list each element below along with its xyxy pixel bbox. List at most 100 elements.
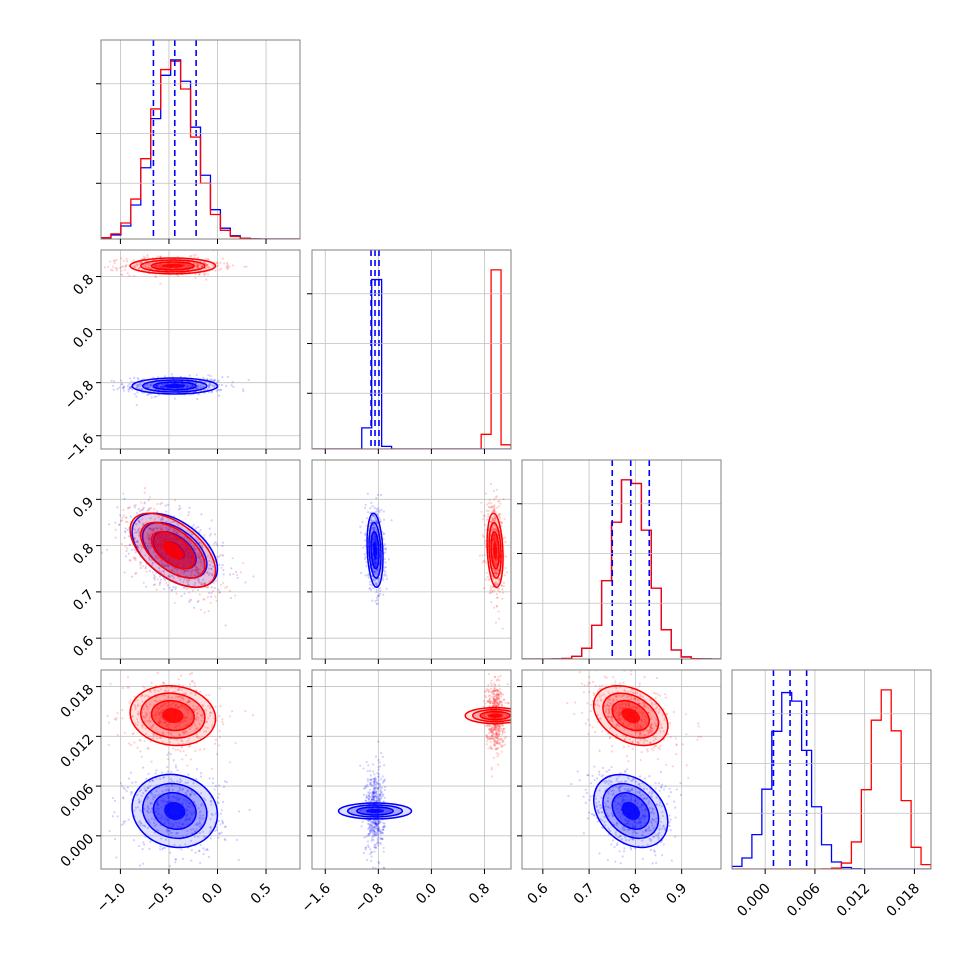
scatter-point — [209, 799, 212, 803]
scatter-point — [147, 542, 151, 545]
scatter-point — [374, 832, 377, 835]
scatter-point — [169, 851, 172, 854]
scatter-point — [181, 731, 184, 734]
scatter-point — [163, 579, 167, 582]
scatter-point — [184, 791, 187, 794]
scatter-point — [130, 793, 133, 796]
scatter-point — [381, 755, 384, 758]
scatter-point — [163, 554, 166, 558]
scatter-point — [184, 586, 187, 589]
scatter-point — [127, 777, 131, 780]
scatter-point — [194, 568, 197, 571]
scatter-point — [218, 563, 221, 566]
scatter-point — [152, 734, 155, 737]
scatter-point — [374, 535, 377, 539]
scatter-point — [193, 528, 197, 531]
scatter-point — [208, 563, 211, 567]
scatter-point — [504, 566, 507, 570]
scatter-point — [185, 549, 189, 552]
scatter-point — [495, 488, 498, 491]
scatter-point — [142, 862, 145, 865]
scatter-point — [214, 705, 217, 708]
scatter-point — [176, 825, 179, 828]
scatter-point — [164, 536, 167, 539]
scatter-point — [130, 525, 133, 528]
scatter-point — [374, 822, 378, 825]
scatter-point — [203, 583, 206, 586]
scatter-point — [155, 571, 158, 574]
scatter-point — [373, 526, 376, 529]
scatter-point — [383, 574, 386, 577]
scatter-point — [387, 558, 390, 561]
scatter-point — [181, 560, 184, 563]
scatter-point — [161, 704, 164, 708]
scatter-point — [484, 578, 488, 581]
scatter-point — [375, 591, 378, 594]
scatter-point — [144, 542, 147, 545]
scatter-point — [490, 601, 493, 604]
scatter-point — [223, 825, 226, 828]
scatter-point — [191, 568, 194, 572]
scatter-point — [219, 267, 223, 270]
scatter-point — [165, 686, 168, 689]
scatter-point — [158, 583, 161, 587]
scatter-point — [155, 265, 159, 268]
scatter-point — [176, 532, 179, 536]
scatter-point — [373, 846, 376, 849]
scatter-point — [495, 529, 498, 532]
scatter-point — [183, 716, 187, 719]
scatter-point — [496, 520, 499, 523]
scatter-point — [488, 499, 491, 502]
scatter-point — [194, 830, 197, 833]
scatter-point — [186, 715, 189, 719]
scatter-point — [121, 687, 125, 690]
scatter-point — [494, 516, 497, 519]
scatter-point — [206, 595, 209, 599]
scatter-point — [170, 373, 173, 376]
scatter-point — [125, 516, 128, 519]
scatter-point — [370, 839, 373, 842]
scatter-point — [125, 549, 128, 552]
scatter-point — [122, 820, 125, 823]
scatter-point — [161, 518, 165, 521]
scatter-point — [161, 383, 164, 386]
scatter-point — [166, 788, 169, 791]
scatter-point — [372, 797, 375, 800]
scatter-point — [200, 541, 203, 545]
scatter-point — [177, 274, 180, 278]
scatter-point — [380, 752, 383, 755]
scatter-point — [162, 532, 165, 536]
scatter-point — [495, 572, 498, 576]
scatter-point — [199, 810, 202, 813]
scatter-point — [366, 492, 369, 495]
scatter-point — [146, 713, 149, 717]
scatter-point — [168, 559, 171, 562]
scatter-point — [193, 606, 196, 609]
scatter-point — [161, 732, 165, 735]
scatter-point — [116, 506, 119, 509]
scatter-point — [383, 822, 386, 825]
scatter-point — [192, 549, 196, 552]
scatter-point — [162, 536, 165, 540]
scatter-point — [372, 791, 376, 794]
scatter-point — [192, 574, 196, 577]
scatter-point — [155, 588, 158, 591]
scatter-point — [500, 584, 503, 587]
scatter-point — [377, 594, 380, 597]
scatter-point — [380, 837, 383, 840]
scatter-point — [148, 536, 151, 539]
scatter-point — [176, 571, 179, 574]
scatter-point — [202, 852, 205, 856]
scatter-point — [175, 592, 178, 595]
scatter-point — [122, 508, 125, 512]
scatter-point — [200, 714, 203, 718]
scatter-point — [171, 831, 174, 834]
scatter-point — [195, 707, 198, 711]
scatter-point — [178, 732, 181, 735]
scatter-point — [206, 847, 209, 851]
scatter-point — [176, 688, 179, 691]
scatter-point — [179, 262, 182, 265]
scatter-point — [197, 561, 200, 564]
scatter-point — [156, 671, 159, 675]
scatter-point — [156, 264, 160, 267]
